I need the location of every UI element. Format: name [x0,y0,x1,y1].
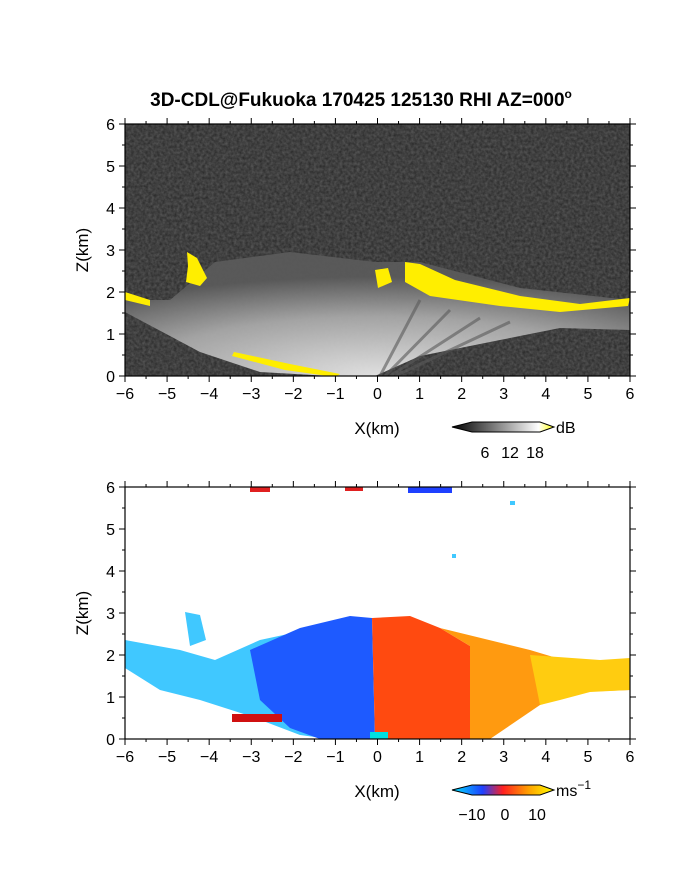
reflectivity-ylabel: Z(km) [73,228,92,272]
velocity-ytick-label: 3 [106,606,115,623]
velocity-field [125,487,630,739]
velocity-colorbar-bar [451,784,556,796]
velocity-light-blue-cell [185,612,206,646]
reflectivity-ytick-label: 1 [106,327,115,344]
velocity-xlabel: X(km) [354,782,399,801]
velocity-ylabel: Z(km) [73,591,92,635]
reflectivity-field [125,124,630,376]
reflectivity-xtick-label: 4 [541,386,550,403]
velocity-xtick-label: −6 [116,749,134,766]
velocity-xtick-label: −4 [200,749,218,766]
colorbar-tick-12: 12 [501,445,519,462]
velocity-top-blue [408,487,452,493]
reflectivity-xtick-label: −4 [200,386,218,403]
strong-echo-layer [405,262,630,312]
velocity-top-red-2 [345,487,363,491]
reflectivity-colorbar: dB 6 12 18 [451,420,576,462]
velocity-blue [250,616,375,739]
echo-region [125,252,630,376]
velocity-colorbar: ms−1 −10 0 10 [451,778,591,824]
colorbar-tick-6: 6 [481,445,490,462]
reflectivity-ytick-label: 0 [106,369,115,386]
velocity-xtick-label: −5 [158,749,176,766]
velocity-ytick-label: 5 [106,522,115,539]
title-degree: o [565,87,572,101]
chart-title: 3D-CDL@Fukuoka 170425 125130 RHI AZ=000o [150,87,572,111]
velocity-ytick-label: 6 [106,480,115,497]
velocity-xtick-label: −1 [326,749,344,766]
strong-echo-cell [186,252,207,286]
velocity-xtick-label: 4 [541,749,550,766]
velocity-red [372,616,470,739]
velocity-colorbar-unit: ms−1 [556,778,591,800]
velocity-speck-2 [452,554,456,558]
velocity-xtick-label: −3 [242,749,260,766]
reflectivity-xtick-label: 5 [583,386,592,403]
reflectivity-xtick-label: −3 [242,386,260,403]
velocity-ytick-label: 4 [106,564,115,581]
reflectivity-xtick-label: 0 [373,386,382,403]
colorbar-tick-10: 10 [528,807,546,824]
strong-echo-center [375,268,392,288]
velocity-surface-red [232,714,282,722]
reflectivity-colorbar-bar [451,421,556,433]
velocity-surface-cyan [370,732,388,739]
reflectivity-ytick-label: 3 [106,243,115,260]
velocity-xtick-label: 2 [457,749,466,766]
strong-echo-left [125,292,150,306]
title-text: 3D-CDL@Fukuoka 170425 125130 RHI AZ=000 [150,90,564,111]
velocity-xtick-label: 5 [583,749,592,766]
velocity-ytick-label: 2 [106,648,115,665]
velocity-orange [440,628,630,739]
velocity-yellow [530,655,630,705]
reflectivity-xtick-label: 3 [499,386,508,403]
reflectivity-xtick-label: −1 [326,386,344,403]
reflectivity-ytick-label: 6 [106,117,115,134]
strong-echo-surface [232,352,340,376]
reflectivity-xtick-label: −5 [158,386,176,403]
reflectivity-ytick-label: 4 [106,201,115,218]
velocity-ytick-label: 0 [106,732,115,749]
reflectivity-xtick-label: −2 [284,386,302,403]
reflectivity-xtick-label: −6 [116,386,134,403]
reflectivity-ytick-label: 2 [106,285,115,302]
reflectivity-xtick-label: 1 [415,386,424,403]
velocity-speck [510,501,515,505]
velocity-xtick-label: −2 [284,749,302,766]
velocity-top-red [250,487,270,492]
velocity-ticks [119,481,636,745]
velocity-xtick-label: 3 [499,749,508,766]
reflectivity-xlabel: X(km) [354,419,399,438]
colorbar-tick-18: 18 [526,445,544,462]
velocity-xtick-label: 6 [626,749,635,766]
velocity-ytick-label: 1 [106,690,115,707]
reflectivity-ticks [119,118,636,382]
reflectivity-ytick-label: 5 [106,159,115,176]
reflectivity-tick-labels: −6 −5 −4 −3 −2 −1 0 1 2 3 4 5 6 0 1 2 3 4 5 6 [106,117,634,403]
reflectivity-xtick-label: 2 [457,386,466,403]
velocity-tick-labels: −6 −5 −4 −3 −2 −1 0 1 2 3 4 5 6 0 1 2 3 4 5 6 [106,480,634,766]
velocity-xtick-label: 0 [373,749,382,766]
colorbar-tick-0: 0 [501,807,510,824]
reflectivity-xtick-label: 6 [626,386,635,403]
velocity-xtick-label: 1 [415,749,424,766]
colorbar-tick-minus10: −10 [458,807,485,824]
reflectivity-colorbar-unit: dB [556,420,576,437]
echo-streaks [378,299,511,376]
